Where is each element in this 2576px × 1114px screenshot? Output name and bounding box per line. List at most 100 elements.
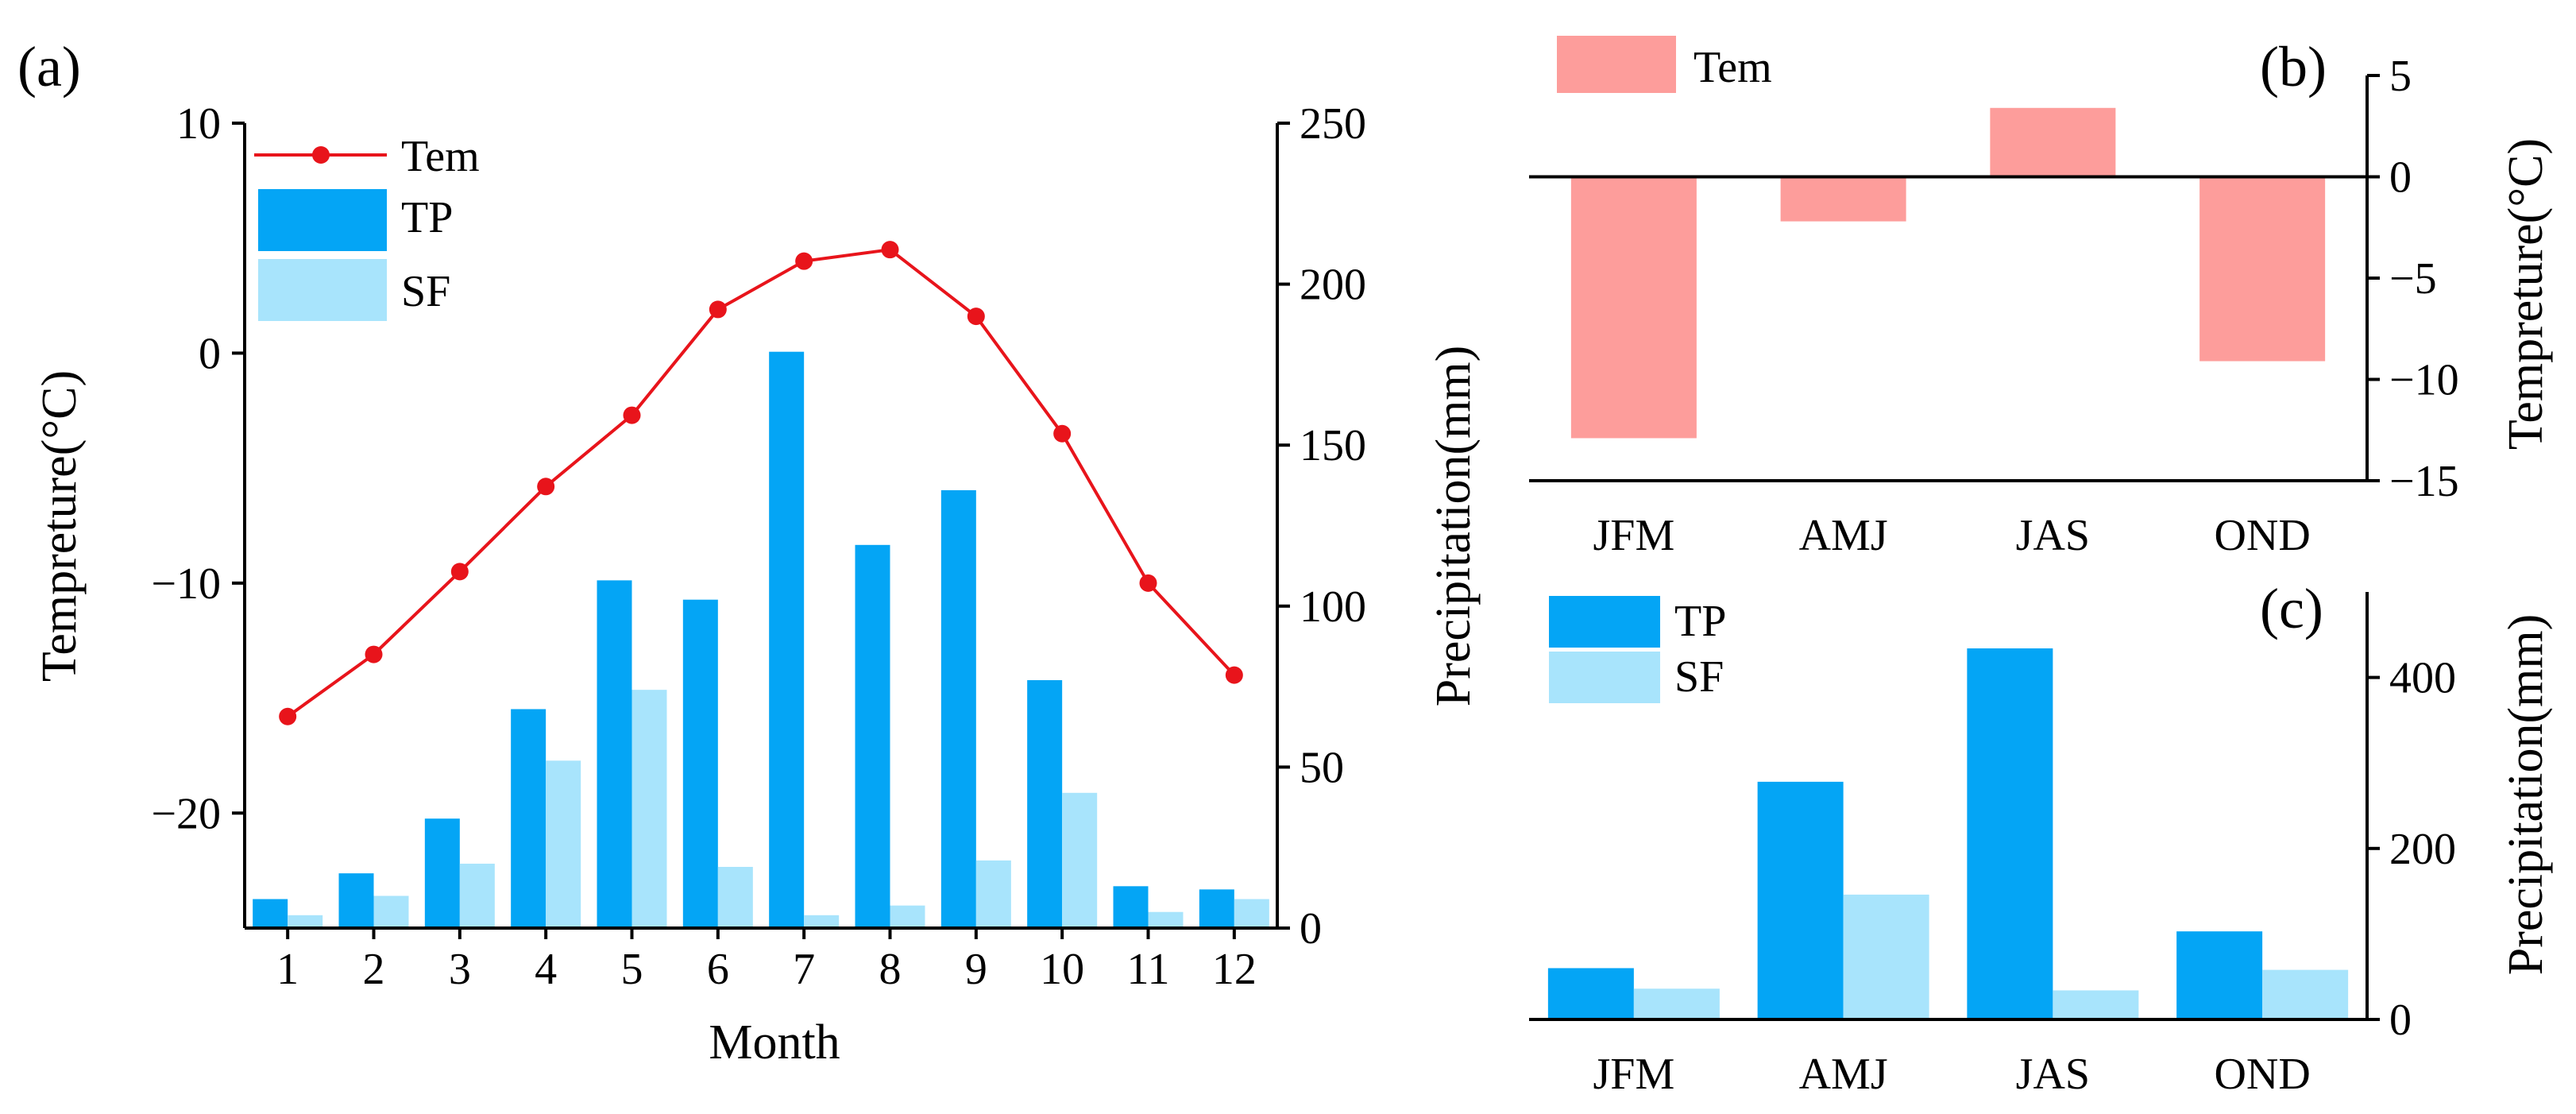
tp-bar-JAS xyxy=(1967,648,2053,1019)
right-y-tick-label: 0 xyxy=(1300,904,1322,953)
legend-tp-swatch xyxy=(258,189,387,251)
right-y-tick-label: 100 xyxy=(1300,582,1366,632)
tp-bar-month-10 xyxy=(1027,679,1063,928)
x-axis-title: Month xyxy=(709,1015,840,1070)
tem-point-month-9 xyxy=(967,308,985,326)
left-y-tick-label: 10 xyxy=(176,99,221,149)
right-y-tick-label: 200 xyxy=(1300,261,1366,310)
tp-bar-AMJ xyxy=(1757,781,1844,1019)
tem-point-month-1 xyxy=(279,707,297,725)
right-y-tick-label: −15 xyxy=(2389,457,2459,506)
legend-sf-swatch xyxy=(1549,652,1660,703)
tem-line xyxy=(286,248,1236,718)
sf-bar-AMJ xyxy=(1843,894,1929,1019)
tp-bar-month-12 xyxy=(1199,889,1234,928)
tem-point-month-4 xyxy=(537,478,555,496)
sf-bar-month-3 xyxy=(459,863,495,928)
tp-bar-month-1 xyxy=(253,899,288,928)
right-y-axis-title: Precipitation(mm) xyxy=(2499,614,2553,976)
tp-bar-month-5 xyxy=(597,580,632,928)
x-tick-label: JAS xyxy=(2016,511,2090,560)
right-y-tick-label: 400 xyxy=(2389,654,2456,703)
left-y-tick-label: −20 xyxy=(151,789,221,838)
panel-c-chart: 0 200 400 JFM AMJ JAS OND (c) Precipitation(mm) T… xyxy=(1529,577,2553,1099)
x-tick-label: AMJ xyxy=(1799,1050,1888,1099)
right-y-tick-label: 0 xyxy=(2389,996,2412,1045)
x-tick-label: 8 xyxy=(879,945,902,994)
tem-point-month-11 xyxy=(1139,574,1157,592)
sf-bar-OND xyxy=(2262,969,2349,1019)
sf-bar-month-8 xyxy=(890,905,925,928)
tem-point-month-7 xyxy=(795,252,813,270)
right-y-tick-label: 50 xyxy=(1300,743,1344,792)
legend-tem-marker xyxy=(312,146,330,164)
x-tick-label: 2 xyxy=(363,945,385,994)
tem-bar-OND xyxy=(2199,176,2326,362)
x-tick-label: JFM xyxy=(1593,511,1675,560)
right-y-tick-label: 0 xyxy=(2389,153,2412,203)
left-y-tick-label: −10 xyxy=(151,559,221,609)
legend-sf-label: SF xyxy=(1674,652,1724,702)
tem-point-month-10 xyxy=(1053,424,1072,443)
left-y-axis-title: Tempreture(°C) xyxy=(33,370,87,682)
x-tick-label: 12 xyxy=(1212,945,1257,994)
left-y-tick-label: 0 xyxy=(199,329,221,378)
x-tick-label: 7 xyxy=(793,945,815,994)
sf-bar-month-6 xyxy=(717,867,753,928)
tem-bar-AMJ xyxy=(1780,176,1906,222)
tp-bar-JFM xyxy=(1547,968,1634,1019)
tem-point-month-6 xyxy=(709,300,727,319)
panel-c-label: (c) xyxy=(2260,577,2323,640)
x-tick-label: JFM xyxy=(1593,1050,1675,1099)
right-y-tick-label: 150 xyxy=(1300,421,1366,470)
right-y-tick-label: 200 xyxy=(2389,825,2456,874)
sf-bar-month-1 xyxy=(288,915,323,928)
x-tick-label: 9 xyxy=(965,945,987,994)
legend-tp-label: TP xyxy=(1674,597,1726,646)
x-tick-label: 10 xyxy=(1040,945,1084,994)
tp-bar-month-6 xyxy=(682,599,718,928)
right-y-tick-label: 5 xyxy=(2389,52,2412,101)
sf-bar-month-10 xyxy=(1062,792,1098,928)
x-tick-label: 11 xyxy=(1127,945,1170,994)
right-y-tick-label: −5 xyxy=(2389,254,2437,304)
tem-point-month-12 xyxy=(1225,666,1243,684)
tp-bar-month-2 xyxy=(338,873,374,928)
x-tick-label: 3 xyxy=(449,945,471,994)
x-tick-label: 5 xyxy=(621,945,643,994)
right-y-axis-title: Precipitation(mm) xyxy=(1427,346,1481,707)
x-tick-label: 6 xyxy=(707,945,729,994)
sf-bar-month-9 xyxy=(975,860,1011,928)
legend-tem-swatch xyxy=(1557,36,1676,93)
legend-tp-swatch xyxy=(1549,596,1660,648)
tp-bar-OND xyxy=(2176,931,2263,1019)
tp-bar-month-9 xyxy=(940,489,976,928)
panel-b-label: (b) xyxy=(2260,35,2327,99)
tem-point-month-2 xyxy=(365,645,383,663)
right-y-axis-title: Tempreture(°C) xyxy=(2499,138,2553,450)
legend-sf-swatch xyxy=(258,259,387,321)
x-tick-label: AMJ xyxy=(1799,511,1888,560)
x-tick-label: 1 xyxy=(276,945,299,994)
sf-bar-JFM xyxy=(1633,988,1720,1019)
panel-b-chart: 5 0 −5 −10 −15 JFM AMJ JAS OND (b) Tempreture(°C) T… xyxy=(1529,35,2553,560)
x-tick-label: OND xyxy=(2214,1050,2310,1099)
x-tick-label: OND xyxy=(2214,511,2310,560)
sf-bar-month-2 xyxy=(373,895,409,928)
legend-tp-label: TP xyxy=(401,193,453,242)
tp-bar-month-11 xyxy=(1113,886,1149,928)
right-y-tick-label: −10 xyxy=(2389,356,2459,405)
tp-bar-month-8 xyxy=(855,544,890,928)
x-tick-label: JAS xyxy=(2016,1050,2090,1099)
legend-sf-label: SF xyxy=(401,267,450,316)
tp-bar-month-3 xyxy=(424,818,460,928)
tem-bar-JAS xyxy=(1990,107,2116,177)
tem-bar-JFM xyxy=(1570,176,1697,439)
tem-point-month-8 xyxy=(881,241,899,259)
sf-bar-month-4 xyxy=(546,760,581,928)
sf-bar-month-7 xyxy=(804,915,840,928)
sf-bar-month-11 xyxy=(1148,911,1184,928)
tp-bar-month-4 xyxy=(511,709,546,928)
